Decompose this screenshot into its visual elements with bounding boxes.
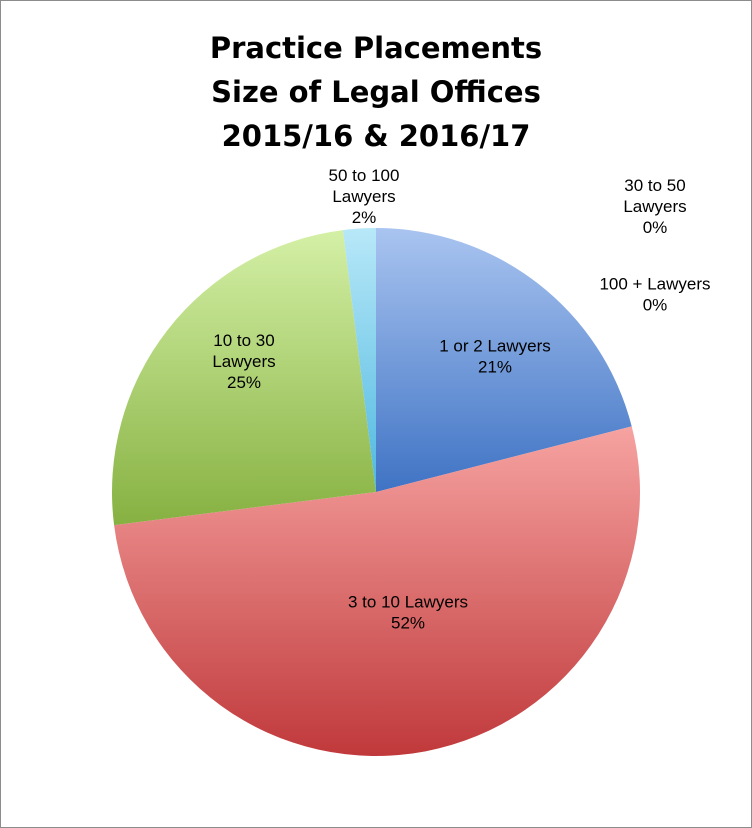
slice-name-10-to-30-lawyers: Lawyers <box>212 352 275 371</box>
slice-percent-1-or-2-lawyers: 21% <box>478 358 512 377</box>
slice-name-1-or-2-lawyers: 1 or 2 Lawyers <box>439 337 551 356</box>
pie-slice-50-to-100-lawyers <box>342 228 376 492</box>
chart-title-line-1: Practice Placements <box>209 31 543 65</box>
pie-slice-10-to-30-lawyers <box>112 230 377 526</box>
pie-slices <box>112 228 640 756</box>
slice-percent-30-to-50-lawyers: 0% <box>643 218 668 237</box>
slice-label-50-to-100-lawyers: 50 to 100 Lawyers 2% <box>329 166 400 227</box>
slice-label-1-or-2-lawyers: 1 or 2 Lawyers 21% <box>439 337 551 377</box>
slice-label-3-to-10-lawyers: 3 to 10 Lawyers 52% <box>348 593 468 633</box>
chart-title-line-3: 2015/16 & 2016/17 <box>221 119 531 153</box>
slice-name-30-to-50-lawyers: Lawyers <box>623 197 686 216</box>
chart-title-line-2: Size of Legal Offices <box>211 75 541 109</box>
pie-slice-3-to-10-lawyers <box>114 426 640 756</box>
slice-name-100-lawyers: 100 + Lawyers <box>599 275 710 294</box>
slice-percent-10-to-30-lawyers: 25% <box>227 373 261 392</box>
slice-percent-50-to-100-lawyers: 2% <box>352 208 377 227</box>
chart-title: Practice Placements Size of Legal Office… <box>0 26 752 158</box>
slice-percent-100-lawyers: 0% <box>643 296 668 315</box>
slice-percent-3-to-10-lawyers: 52% <box>391 614 425 633</box>
pie-slice-1-or-2-lawyers <box>376 228 632 492</box>
slice-name-10-to-30-lawyers: 10 to 30 <box>213 331 274 350</box>
slice-name-3-to-10-lawyers: 3 to 10 Lawyers <box>348 593 468 612</box>
slice-name-50-to-100-lawyers: 50 to 100 <box>329 166 400 185</box>
pie-labels: 1 or 2 Lawyers 21%30 to 50 Lawyers 0%100 + … <box>212 166 710 633</box>
slice-name-30-to-50-lawyers: 30 to 50 <box>624 176 685 195</box>
slice-name-50-to-100-lawyers: Lawyers <box>332 187 395 206</box>
slice-label-30-to-50-lawyers: 30 to 50 Lawyers 0% <box>623 176 686 237</box>
slice-label-10-to-30-lawyers: 10 to 30 Lawyers 25% <box>212 331 275 392</box>
slice-label-100-lawyers: 100 + Lawyers 0% <box>599 275 710 315</box>
